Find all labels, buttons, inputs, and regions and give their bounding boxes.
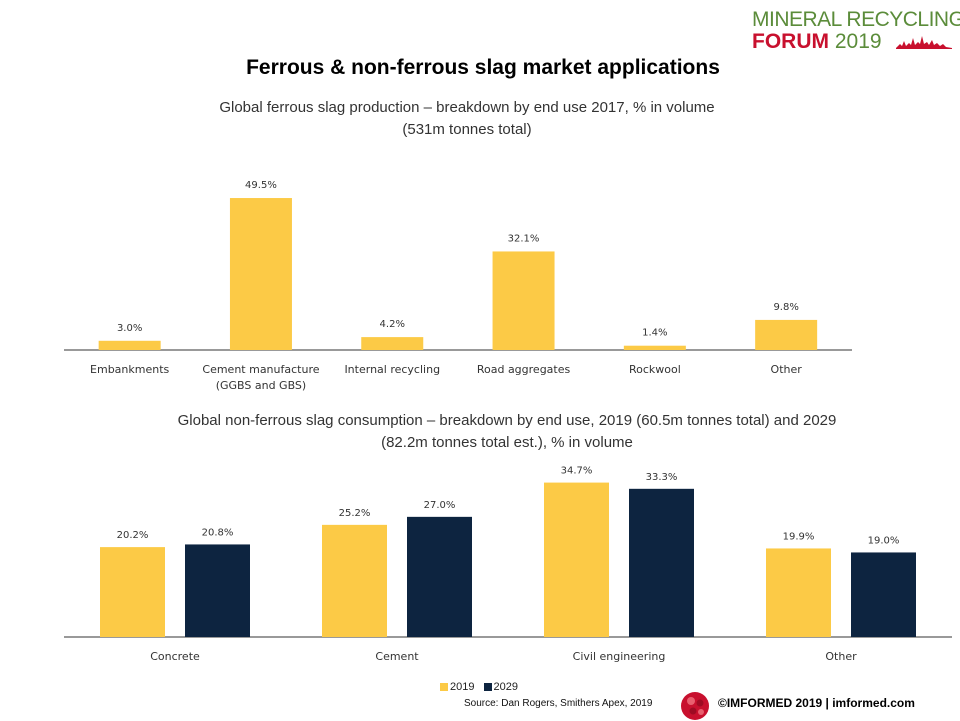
chart1-data-label: 1.4% bbox=[642, 328, 667, 339]
logo-year-text: 2019 bbox=[834, 30, 882, 53]
chart1-bar bbox=[755, 319, 818, 350]
source-note: Source: Dan Rogers, Smithers Apex, 2019 bbox=[464, 698, 653, 709]
chart2-category-label: Other bbox=[825, 650, 857, 663]
forum-logo: MINERAL RECYCLING FORUM 2019 bbox=[752, 8, 960, 53]
chart2-bar-2019 bbox=[766, 548, 831, 637]
chart1-bar bbox=[98, 340, 161, 350]
chart1-category-label: Other bbox=[771, 363, 803, 376]
chart1-bar bbox=[229, 198, 292, 350]
chart1-subtitle: (531m tonnes total) bbox=[402, 121, 532, 138]
chart1-bar bbox=[492, 251, 555, 350]
chart2-bar-2029 bbox=[851, 552, 916, 637]
chart2-data-label: 20.8% bbox=[202, 527, 234, 538]
chart1-category-label: (GGBS and GBS) bbox=[216, 379, 307, 392]
chart1-data-label: 3.0% bbox=[117, 323, 142, 334]
logo-forum-text: FORUM bbox=[752, 30, 829, 53]
slide-title: Ferrous & non-ferrous slag market applic… bbox=[246, 56, 720, 79]
chart2-data-label: 27.0% bbox=[424, 500, 456, 511]
chart2-data-label: 25.2% bbox=[339, 508, 371, 519]
chart1-category-label: Embankments bbox=[90, 363, 169, 376]
chart2-title: Global non-ferrous slag consumption – br… bbox=[120, 410, 894, 454]
chart2-bar-2029 bbox=[629, 488, 694, 637]
chart1-category-label: Internal recycling bbox=[344, 363, 440, 376]
chart1-data-label: 4.2% bbox=[380, 319, 405, 330]
chart1-data-label: 49.5% bbox=[245, 180, 277, 191]
chart1-title-line: Global ferrous slag production – breakdo… bbox=[219, 99, 715, 116]
chart1-bar bbox=[361, 337, 424, 350]
chart2-category-label: Civil engineering bbox=[573, 650, 666, 663]
chart2-bar-2019 bbox=[100, 547, 165, 637]
legend-swatch-2029 bbox=[483, 683, 492, 692]
legend-label-2029: 2029 bbox=[493, 681, 519, 693]
chart2-data-label: 19.9% bbox=[783, 531, 815, 542]
chart2-title-line: Global non-ferrous slag consumption – br… bbox=[177, 412, 837, 429]
chart1-category-label: Cement manufacture bbox=[202, 363, 319, 376]
chart2-data-label: 33.3% bbox=[646, 472, 678, 483]
chart2-subtitle: (82.2m tonnes total est.), % in volume bbox=[381, 434, 633, 451]
chart2-legend: 2019 2029 bbox=[440, 681, 518, 693]
skyline-icon bbox=[896, 36, 952, 49]
legend-swatch-2019 bbox=[440, 683, 448, 692]
chart2-bar-2029 bbox=[407, 516, 472, 637]
chart1-category-label: Rockwool bbox=[629, 363, 681, 376]
chart2-bar-2019 bbox=[544, 482, 609, 637]
chart2-category-label: Concrete bbox=[150, 650, 200, 663]
chart1-data-label: 32.1% bbox=[508, 233, 540, 244]
chart1-title: Global ferrous slag production – breakdo… bbox=[120, 97, 814, 141]
footer-copyright: ©IMFORMED 2019 | imformed.com bbox=[718, 696, 915, 710]
non-ferrous-slag-bar-chart: 20.2% 20.8% Concrete 25.2% 27.0% Cement 34.7% 3… bbox=[64, 466, 952, 663]
chart1-bar bbox=[623, 345, 686, 350]
chart2-data-label: 20.2% bbox=[117, 530, 149, 541]
logo-line-1: MINERAL RECYCLING bbox=[752, 8, 960, 31]
ferrous-slag-bar-chart: 3.0% Embankments 49.5% Cement manufacture (G… bbox=[64, 180, 852, 392]
chart1-data-label: 9.8% bbox=[773, 302, 798, 313]
imformed-logo-icon bbox=[681, 692, 709, 720]
logo-line-2: FORUM 2019 bbox=[752, 30, 882, 54]
chart2-data-label: 19.0% bbox=[868, 535, 900, 546]
chart2-data-label: 34.7% bbox=[561, 466, 593, 477]
chart2-category-label: Cement bbox=[375, 650, 419, 663]
chart1-category-label: Road aggregates bbox=[477, 363, 571, 376]
legend-label-2019: 2019 bbox=[450, 681, 475, 693]
chart2-bar-2019 bbox=[322, 524, 387, 637]
chart2-bar-2029 bbox=[185, 544, 250, 637]
